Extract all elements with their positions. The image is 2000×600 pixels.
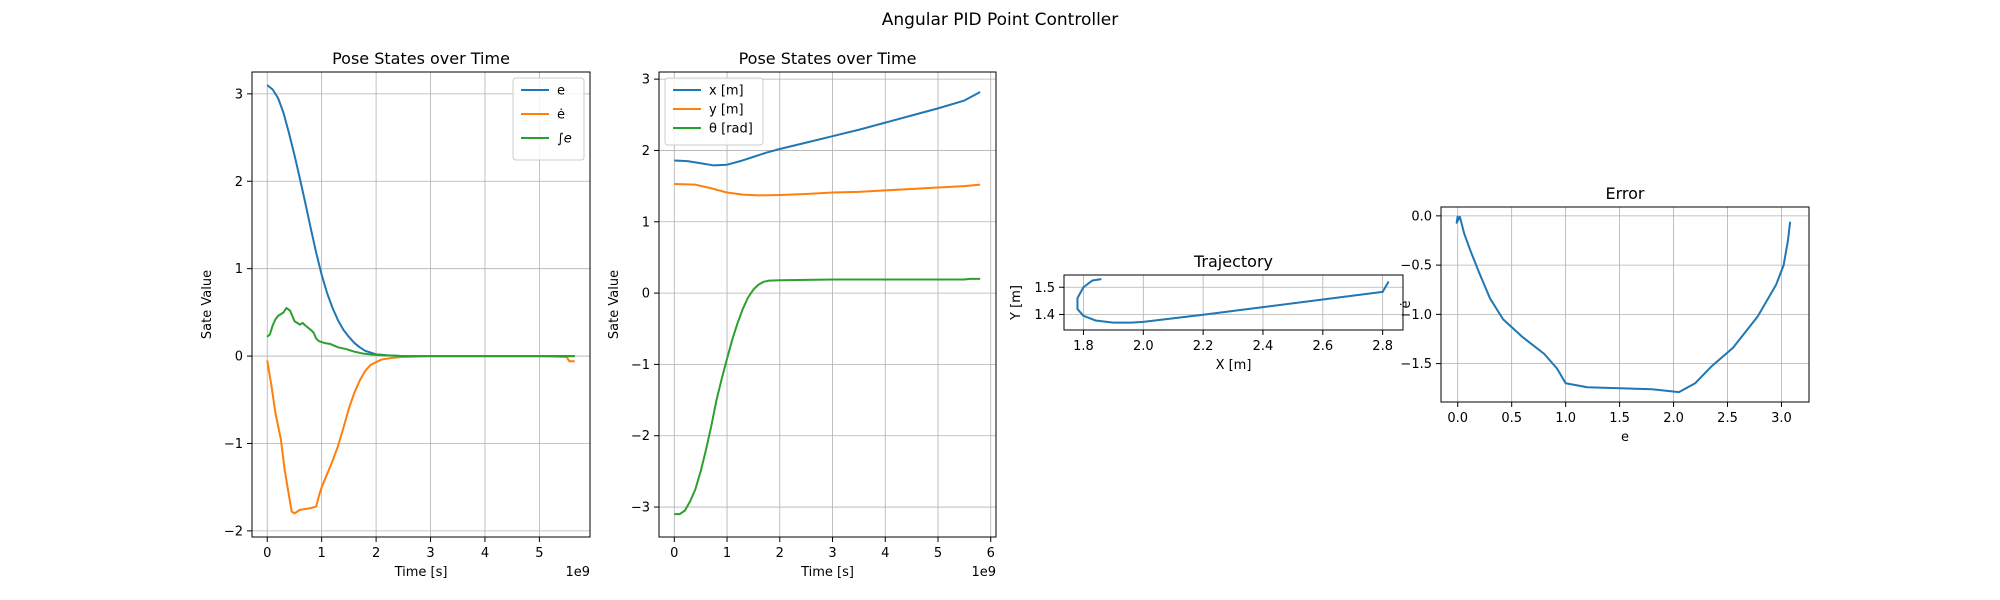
x-tick-label: 0.0 [1447, 411, 1468, 426]
series-line-3 [266, 307, 575, 358]
x-tick-label: 5 [535, 546, 543, 561]
y-tick-label: −1 [631, 358, 650, 373]
legend-box [512, 77, 585, 161]
y-tick-label: −2 [224, 524, 243, 539]
y-tick-label: 3 [235, 87, 243, 102]
y-tick-label: 1.5 [1034, 281, 1055, 296]
y-tick-label: 1.4 [1034, 308, 1055, 323]
subplot-2: 0 1 2 3 4 5 6 −3 −2 −1 0 1 2 3 1e9 Pose States over Tim… [607, 49, 997, 580]
x-tick-label: 3.0 [1771, 411, 1792, 426]
x-tick-label: 2.5 [1717, 411, 1738, 426]
legend-label: x [m] [709, 84, 744, 99]
legend: eė ∫e [512, 77, 585, 161]
y-axis-label: Sate Value [607, 270, 622, 339]
x-axis-label: X [m] [1216, 358, 1252, 373]
y-tick-label: 3 [642, 73, 650, 88]
x-offset-text: 1e9 [971, 565, 996, 580]
legend: x [m] y [m] θ [rad] [664, 77, 764, 146]
legend-label: ė [557, 108, 565, 123]
subplot-title: Trajectory [1193, 252, 1273, 271]
x-tick-label: 3 [426, 546, 434, 561]
x-tick-label: 2 [776, 546, 784, 561]
x-tick-label: 0 [263, 546, 271, 561]
x-tick-label: 1.8 [1073, 339, 1094, 354]
y-tick-label: 1 [642, 215, 650, 230]
y-tick-label: 2 [642, 144, 650, 159]
axes-frame [658, 71, 997, 538]
figure-suptitle: Angular PID Point Controller [882, 10, 1119, 30]
axes-frame [251, 71, 591, 538]
y-tick-label: −1.0 [1400, 308, 1432, 323]
x-axis-label: Time [s] [394, 565, 448, 580]
x-axis-label: Time [s] [800, 565, 854, 580]
series-line-1 [674, 91, 981, 167]
x-tick-label: 2.4 [1253, 339, 1274, 354]
x-tick-label: 1.0 [1555, 411, 1576, 426]
y-tick-label: 0 [642, 287, 650, 302]
series-line-trace [1455, 215, 1792, 394]
x-axis-label: e [1621, 430, 1629, 445]
x-tick-label: 5 [934, 546, 942, 561]
axes-frame [1440, 206, 1810, 403]
x-tick-label: 0 [670, 546, 678, 561]
y-tick-label: 2 [235, 175, 243, 190]
subplot-4: 0.0 0.5 1.0 1.5 2.0 2.5 3.0 0.0 −0.5 −1.0 −1.5 Erro… [1399, 184, 1810, 445]
subplot-title: Pose States over Time [332, 49, 510, 68]
axes-frame [1063, 274, 1404, 331]
y-tick-label: 0.0 [1411, 209, 1432, 224]
x-tick-label: 2.0 [1133, 339, 1154, 354]
x-tick-label: 2 [372, 546, 380, 561]
x-tick-label: 1 [723, 546, 731, 561]
x-tick-label: 2.0 [1663, 411, 1684, 426]
y-axis-label: Sate Value [200, 270, 215, 339]
x-offset-text: 1e9 [565, 565, 590, 580]
y-axis-label: Y [m] [1009, 285, 1024, 321]
legend-label: e [557, 84, 565, 99]
series-line-trace [1076, 278, 1390, 324]
x-tick-label: 2.6 [1312, 339, 1333, 354]
y-tick-label: −3 [631, 501, 650, 516]
x-tick-label: 2.2 [1193, 339, 1214, 354]
y-tick-label: −0.5 [1400, 259, 1432, 274]
series-line-2 [674, 182, 981, 197]
legend-label: ∫e [557, 132, 572, 147]
y-tick-label: −1.5 [1400, 357, 1432, 372]
x-tick-label: 0.5 [1501, 411, 1522, 426]
subplot-1: 0 1 2 3 4 5 −2 −1 0 1 2 3 1e9 Pose States over Time Ti… [200, 49, 591, 580]
subplot-title: Error [1606, 184, 1645, 203]
y-tick-label: 0 [235, 350, 243, 365]
x-tick-label: 2.8 [1372, 339, 1393, 354]
legend-label: θ [rad] [709, 122, 753, 137]
x-tick-label: 4 [881, 546, 889, 561]
y-tick-label: −2 [631, 429, 650, 444]
x-tick-label: 1.5 [1609, 411, 1630, 426]
x-tick-label: 3 [828, 546, 836, 561]
x-tick-label: 6 [987, 546, 995, 561]
legend-label: y [m] [709, 103, 744, 118]
subplot-title: Pose States over Time [739, 49, 917, 68]
x-tick-label: 1 [318, 546, 326, 561]
series-line-3 [674, 277, 981, 516]
subplot-3: 1.8 2.0 2.2 2.4 2.6 2.8 1.4 1.5 Trajectory X [m] Y… [1009, 252, 1404, 373]
y-tick-label: −1 [224, 437, 243, 452]
y-axis-label: ė [1399, 301, 1414, 309]
x-tick-label: 4 [481, 546, 489, 561]
y-tick-label: 1 [235, 262, 243, 277]
